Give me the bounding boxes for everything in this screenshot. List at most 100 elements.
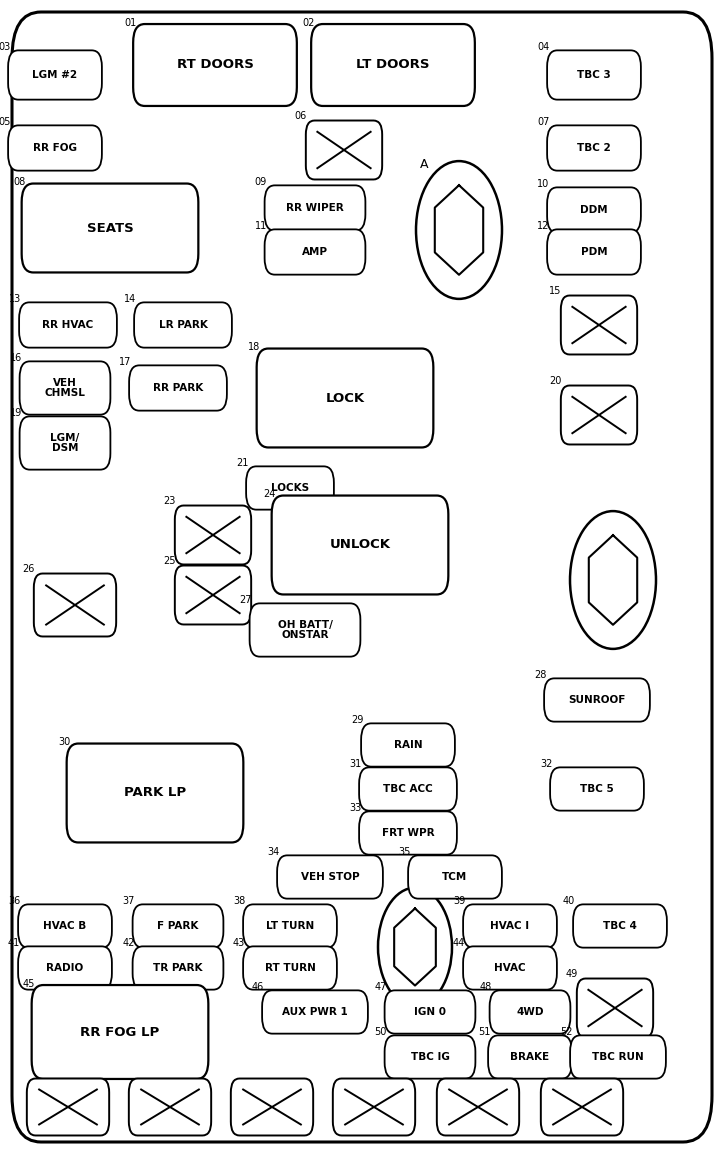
Text: 10: 10 <box>537 179 550 189</box>
FancyBboxPatch shape <box>333 1079 415 1136</box>
FancyBboxPatch shape <box>561 296 637 355</box>
FancyBboxPatch shape <box>20 362 110 414</box>
Text: LT TURN: LT TURN <box>266 921 314 931</box>
Text: 26: 26 <box>22 564 35 573</box>
Text: TR PARK: TR PARK <box>153 963 203 973</box>
FancyBboxPatch shape <box>243 905 337 948</box>
FancyBboxPatch shape <box>256 348 434 448</box>
Text: RAIN: RAIN <box>394 740 422 751</box>
Text: OH BATT/
ONSTAR: OH BATT/ ONSTAR <box>277 619 332 640</box>
FancyBboxPatch shape <box>277 855 383 899</box>
Text: PARK LP: PARK LP <box>124 786 186 799</box>
Text: 17: 17 <box>119 356 131 367</box>
Text: RT TURN: RT TURN <box>264 963 316 973</box>
Text: HVAC B: HVAC B <box>43 921 87 931</box>
Text: AUX PWR 1: AUX PWR 1 <box>282 1007 348 1017</box>
FancyBboxPatch shape <box>134 303 232 348</box>
Text: RR FOG LP: RR FOG LP <box>80 1025 159 1038</box>
Text: 21: 21 <box>236 457 248 467</box>
Text: FRT WPR: FRT WPR <box>382 828 434 838</box>
Text: 48: 48 <box>479 981 492 992</box>
Text: LGM #2: LGM #2 <box>33 70 77 80</box>
Text: RR PARK: RR PARK <box>153 383 203 393</box>
Text: LT DOORS: LT DOORS <box>356 58 430 72</box>
FancyBboxPatch shape <box>174 506 251 565</box>
Text: LOCK: LOCK <box>325 392 365 405</box>
Text: 14: 14 <box>124 293 136 304</box>
FancyBboxPatch shape <box>359 768 457 811</box>
FancyBboxPatch shape <box>18 905 112 948</box>
Text: 39: 39 <box>453 896 466 906</box>
FancyBboxPatch shape <box>174 566 251 624</box>
FancyBboxPatch shape <box>12 12 712 1141</box>
FancyBboxPatch shape <box>18 947 112 989</box>
FancyBboxPatch shape <box>132 905 224 948</box>
Text: 04: 04 <box>537 42 550 51</box>
FancyBboxPatch shape <box>561 385 637 444</box>
FancyBboxPatch shape <box>550 768 644 811</box>
Text: 09: 09 <box>255 176 266 187</box>
FancyBboxPatch shape <box>19 303 117 348</box>
Text: 07: 07 <box>537 116 550 126</box>
Text: 30: 30 <box>58 737 70 747</box>
Text: 28: 28 <box>534 669 547 680</box>
FancyBboxPatch shape <box>8 50 102 100</box>
Text: 23: 23 <box>163 495 175 506</box>
Text: F PARK: F PARK <box>157 921 198 931</box>
Text: 13: 13 <box>9 293 21 304</box>
Text: TBC RUN: TBC RUN <box>592 1052 644 1063</box>
Text: LOCKS: LOCKS <box>271 483 309 493</box>
Text: HVAC: HVAC <box>494 963 526 973</box>
Text: SEATS: SEATS <box>87 222 133 234</box>
Text: SUNROOF: SUNROOF <box>568 695 626 705</box>
FancyBboxPatch shape <box>262 991 368 1034</box>
FancyBboxPatch shape <box>246 466 334 509</box>
FancyBboxPatch shape <box>27 1079 109 1136</box>
Text: UNLOCK: UNLOCK <box>329 538 390 551</box>
FancyBboxPatch shape <box>570 1036 666 1079</box>
Text: 18: 18 <box>248 342 260 351</box>
Text: 42: 42 <box>122 937 135 948</box>
Text: 27: 27 <box>239 595 252 604</box>
FancyBboxPatch shape <box>34 573 116 637</box>
Text: 12: 12 <box>537 220 550 231</box>
FancyBboxPatch shape <box>573 905 667 948</box>
Text: 40: 40 <box>563 896 576 906</box>
FancyBboxPatch shape <box>20 416 110 470</box>
Text: VEH STOP: VEH STOP <box>300 872 359 882</box>
FancyBboxPatch shape <box>463 947 557 989</box>
Text: 15: 15 <box>550 285 562 296</box>
FancyBboxPatch shape <box>547 125 641 171</box>
FancyBboxPatch shape <box>384 991 476 1034</box>
Text: 05: 05 <box>0 116 10 126</box>
Text: 52: 52 <box>560 1027 572 1037</box>
Text: A: A <box>420 159 429 172</box>
FancyBboxPatch shape <box>541 1079 623 1136</box>
Text: TBC 5: TBC 5 <box>580 784 614 793</box>
Text: 41: 41 <box>8 937 20 948</box>
FancyBboxPatch shape <box>488 1036 572 1079</box>
Text: 11: 11 <box>255 220 266 231</box>
Text: 01: 01 <box>125 17 137 28</box>
FancyBboxPatch shape <box>306 121 382 180</box>
Ellipse shape <box>378 887 452 1006</box>
Text: 24: 24 <box>263 490 275 499</box>
Text: BRAKE: BRAKE <box>510 1052 550 1063</box>
Text: LR PARK: LR PARK <box>159 320 208 329</box>
Text: IGN 0: IGN 0 <box>414 1007 446 1017</box>
FancyBboxPatch shape <box>547 50 641 100</box>
Text: 34: 34 <box>267 847 279 856</box>
Ellipse shape <box>416 161 502 299</box>
FancyBboxPatch shape <box>133 24 297 106</box>
FancyBboxPatch shape <box>359 811 457 855</box>
Text: TBC 2: TBC 2 <box>577 143 611 153</box>
Text: 43: 43 <box>233 937 245 948</box>
FancyBboxPatch shape <box>489 991 571 1034</box>
FancyBboxPatch shape <box>129 365 227 411</box>
Text: 4WD: 4WD <box>516 1007 544 1017</box>
FancyBboxPatch shape <box>243 947 337 989</box>
Text: AMP: AMP <box>302 247 328 258</box>
FancyBboxPatch shape <box>264 230 366 275</box>
Text: 33: 33 <box>349 803 361 812</box>
Text: HVAC I: HVAC I <box>490 921 529 931</box>
